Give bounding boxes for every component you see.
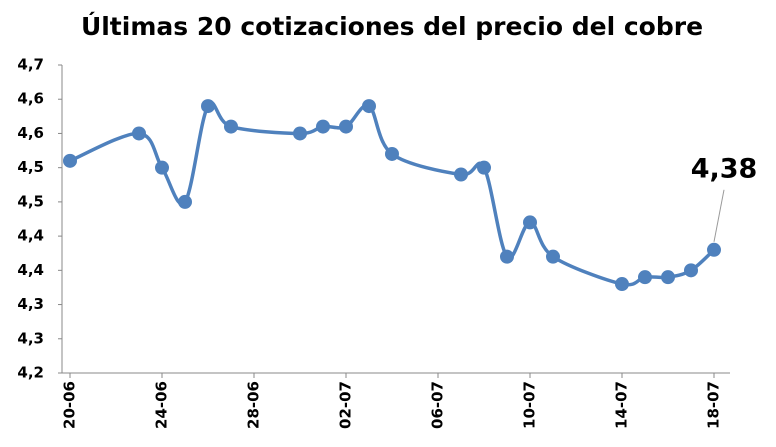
y-tick-label: 4,2 [17,364,44,382]
y-tick-label: 4,7 [17,56,44,74]
marker [477,160,491,175]
marker [546,249,560,264]
x-tick-label: 10-07 [521,381,539,429]
y-tick-label: 4,6 [17,90,44,108]
marker [523,215,537,230]
marker [454,167,468,182]
marker [293,126,307,141]
marker [178,194,192,209]
marker [362,99,376,114]
x-tick-label: 24-06 [153,381,171,429]
y-tick-label: 4,4 [17,227,44,245]
y-tick-label: 4,4 [17,261,44,279]
x-tick-label: 28-06 [245,381,263,429]
marker [500,249,514,264]
x-tick-label: 06-07 [429,381,447,429]
marker [316,119,330,134]
marker [638,270,652,285]
marker [155,160,169,175]
y-tick-label: 4,6 [17,124,44,142]
x-tick-label: 18-07 [705,381,723,429]
marker [707,242,721,257]
line [69,101,716,287]
marker [684,263,698,278]
marker [385,146,399,161]
marker [132,126,146,141]
marker [661,270,675,285]
x-tick-label: 14-07 [613,381,631,429]
marker [224,119,238,134]
y-tick-label: 4,3 [17,329,44,347]
x-tick-label: 20-06 [61,381,79,429]
annotation: 4,38 [691,153,758,184]
marker [339,119,353,134]
y-tick-label: 4,5 [17,192,44,210]
chart-title: Últimas 20 cotizaciones del precio del c… [81,11,703,41]
x-tick-label: 02-07 [337,381,355,429]
marker [63,153,77,168]
y-tick-label: 4,5 [17,158,44,176]
marker [615,277,629,292]
annotation-leader [713,189,725,242]
y-tick-label: 4,3 [17,295,44,313]
marker [201,99,215,114]
